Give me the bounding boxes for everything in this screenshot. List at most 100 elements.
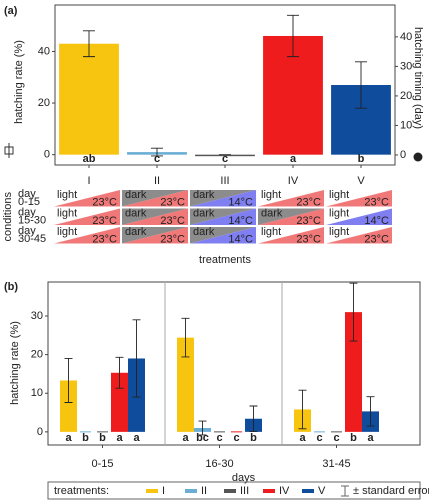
temp-cell [122,227,188,244]
temp-label: 23°C [160,233,185,245]
temp-cell [326,190,392,207]
temp-cell [190,208,256,225]
y2-tick-label: 40 [400,31,412,43]
y-tick-label: 20 [38,97,50,109]
significance-letter: b [250,432,257,444]
light-label: light [329,189,349,201]
light-label: dark [193,189,215,201]
legend-swatch [224,489,236,493]
legend-label: III [240,485,249,497]
legend-label: II [201,485,207,497]
x-tick-label: 0-15 [91,458,113,470]
error-bar [287,14,299,58]
day-label: 15-30 [18,214,46,226]
temp-label: 14°C [228,233,253,245]
temp-label: 14°C [228,215,253,227]
day-label: 0-15 [18,196,40,208]
error-bar [249,405,258,432]
temp-label: 23°C [92,196,117,208]
temp-label: 23°C [296,196,321,208]
temp-label: 23°C [364,196,389,208]
y-tick-label: 40 [38,45,50,57]
significance-letter: c [316,432,322,444]
temp-label: 23°C [296,233,321,245]
light-label: light [57,189,77,201]
error-bar [132,319,141,398]
boxplot-icon [4,143,14,158]
significance-letter: b [82,432,89,444]
temp-cell [122,190,188,207]
significance-letter: b [99,432,106,444]
temp-cell [258,208,324,225]
temp-cell [54,190,120,207]
temp-label: 14°C [364,215,389,227]
significance-letter: a [299,432,306,444]
temp-label: 23°C [296,215,321,227]
light-label: light [261,189,281,201]
x-tick-label: II [154,175,160,187]
temp-cell [122,208,188,225]
significance-letter: c [333,432,339,444]
temp-label: 23°C [92,233,117,245]
significance-letter: a [133,432,140,444]
light-label: light [57,207,77,219]
y-tick-label: 0 [37,426,43,438]
error-bar [355,61,367,109]
bar [60,380,77,432]
y2-tick-label: 10 [400,119,412,131]
x-tick-label: III [220,175,229,187]
light-label: light [261,226,281,238]
y-tick-label: 20 [31,349,43,361]
significance-letter: bc [196,432,209,444]
error-bar [366,396,375,427]
significance-letter: ab [83,153,96,165]
significance-letter: c [233,432,239,444]
significance-letter: c [154,153,160,165]
significance-letter: c [222,153,228,165]
temp-label: 23°C [160,215,185,227]
temp-label: 14°C [228,196,253,208]
significance-letter: b [350,432,357,444]
temp-cell [326,227,392,244]
day-label: day [18,188,36,200]
temp-cell [258,227,324,244]
significance-letter: c [216,432,222,444]
significance-letter: b [358,153,365,165]
light-label: dark [193,226,215,238]
error-bar [83,30,95,58]
bar [59,43,119,155]
timing-dot-icon [413,152,423,162]
y2-tick-label: 30 [400,60,412,72]
y-axis-label: hatching rate (%) [13,40,25,124]
error-bar [349,282,358,342]
light-label: light [329,207,349,219]
significance-letter: a [116,432,123,444]
temp-label: 23°C [364,233,389,245]
light-label: dark [125,189,147,201]
y-tick-label: 0 [44,149,50,161]
temp-cell [54,227,120,244]
bar [111,372,128,432]
error-bar [151,147,163,157]
legend-title: treatments: [54,485,109,497]
bar [345,312,362,432]
conditions-label: conditions [2,191,14,241]
bar [195,154,255,157]
plot-frame [47,281,421,446]
x-tick-label: V [357,175,365,187]
temp-cell [54,208,120,225]
significance-letter: a [65,432,72,444]
legend-swatch [146,489,158,493]
legend-frame [47,481,421,500]
light-label: dark [125,207,147,219]
day-label: day [18,206,36,218]
x-tick-label: IV [288,175,299,187]
legend-label: IV [279,485,290,497]
bar [177,337,194,432]
temp-cell [190,190,256,207]
y2-axis-label: hatching timing (day) [412,27,424,129]
light-label: dark [261,207,283,219]
temp-cell [326,208,392,225]
light-label: dark [193,207,215,219]
legend-label: I [162,485,165,497]
